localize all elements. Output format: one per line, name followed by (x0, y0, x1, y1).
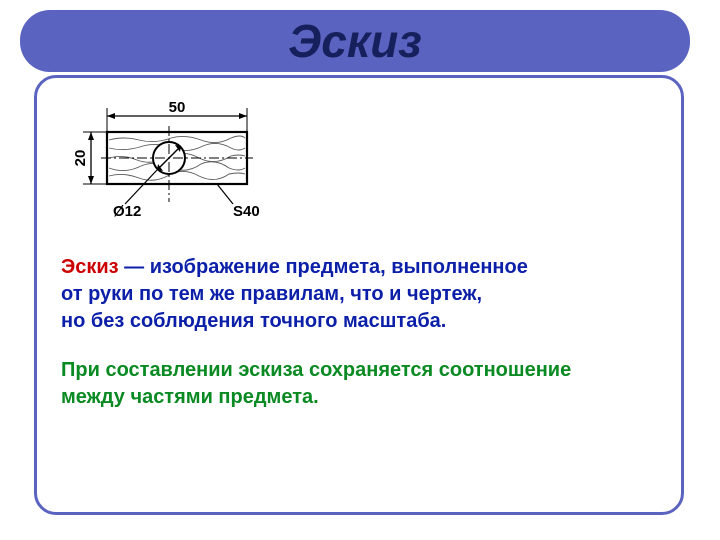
def-part-1: — изображение предмета, выполненное (119, 256, 528, 278)
note-line-1: При составлении эскиза сохраняется соотн… (61, 357, 657, 384)
sketch-figure: 50 20 Ø12 S40 (61, 96, 281, 236)
term-word: Эскиз (61, 256, 119, 278)
svg-text:50: 50 (169, 99, 186, 116)
title-bar: Эскиз (20, 10, 690, 72)
svg-text:S40: S40 (233, 203, 260, 220)
content-card: 50 20 Ø12 S40 Эскиз — изображение предмета,… (34, 75, 684, 515)
note-line-2: между частями предмета. (61, 384, 657, 411)
definition-line-1: Эскиз — изображение предмета, выполненно… (61, 254, 657, 281)
svg-text:Ø12: Ø12 (113, 203, 141, 220)
spacer (61, 335, 657, 357)
definition-line-2: от руки по тем же правилам, что и чертеж… (61, 281, 657, 308)
page-title: Эскиз (288, 14, 422, 68)
definition-line-3: но без соблюдения точного масштаба. (61, 308, 657, 335)
svg-text:20: 20 (72, 150, 89, 167)
definition-block: Эскиз — изображение предмета, выполненно… (61, 254, 657, 411)
sketch-svg: 50 20 Ø12 S40 (61, 96, 281, 236)
